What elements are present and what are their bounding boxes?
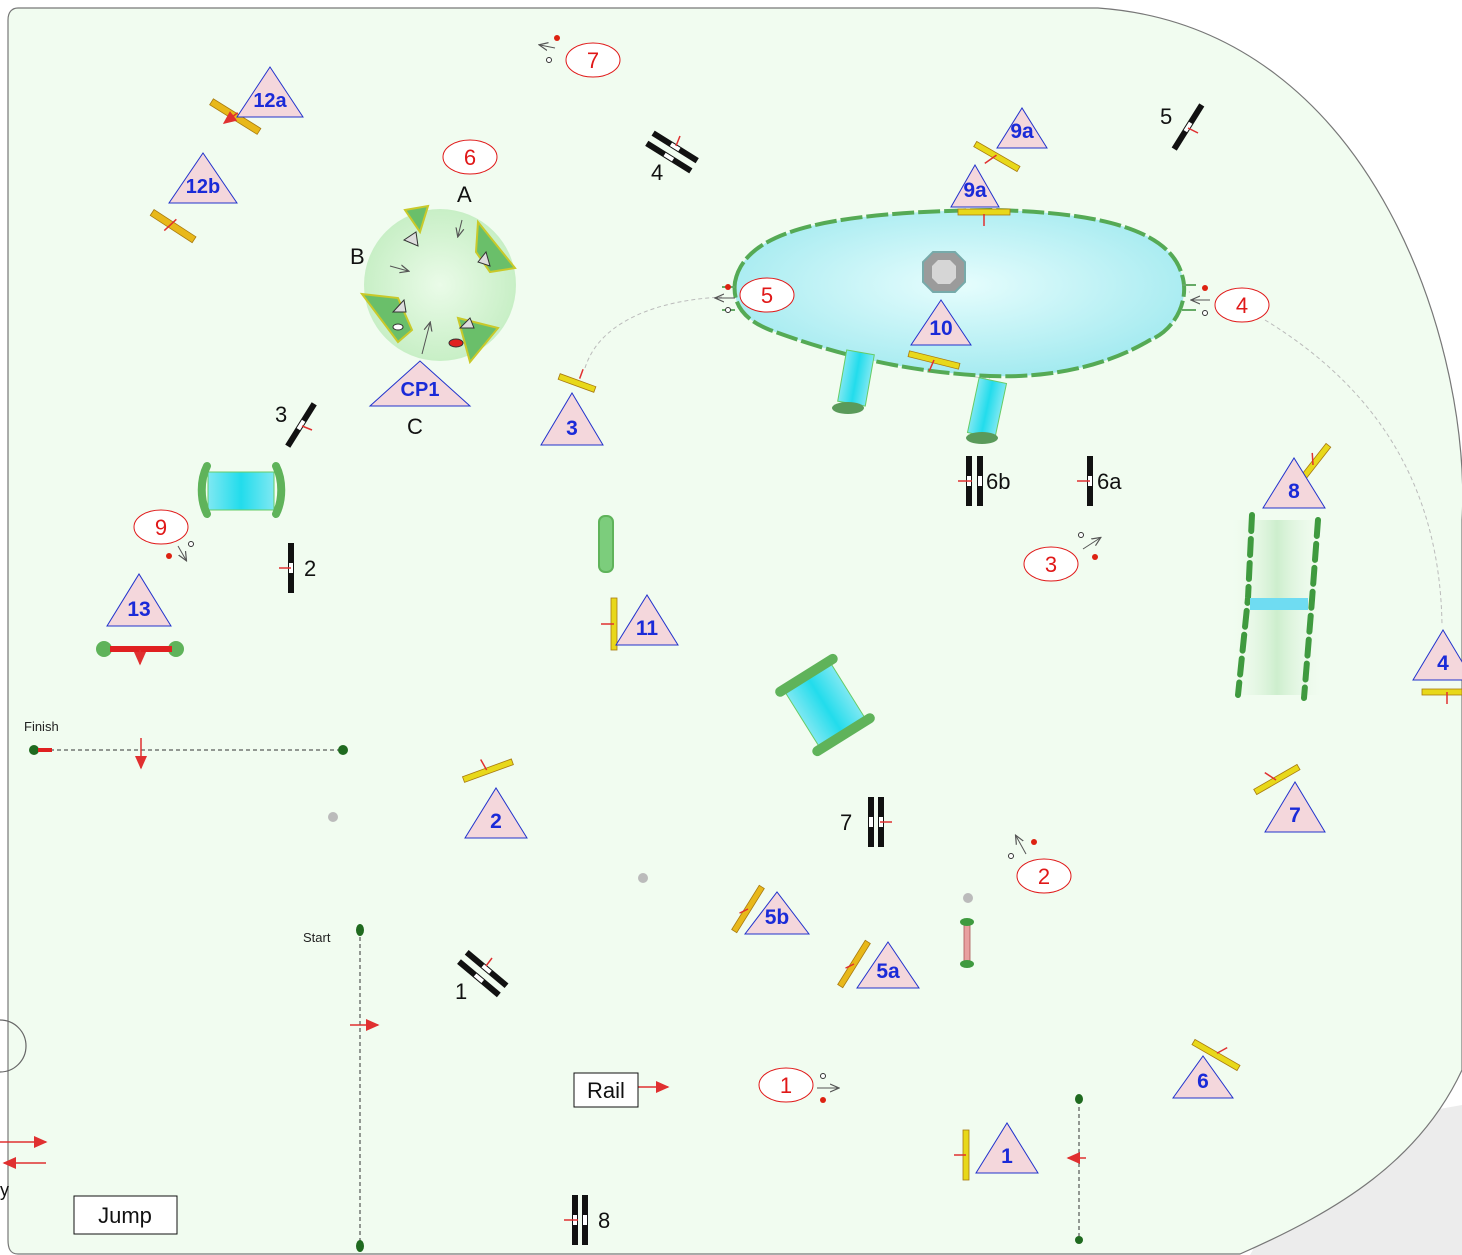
jump-number-1: 1 <box>455 979 467 1004</box>
jump-number-4: 4 <box>651 160 663 185</box>
oval-label: 5 <box>761 283 773 308</box>
jump-label: Jump <box>98 1203 152 1228</box>
jump-number-3: 3 <box>275 402 287 427</box>
water-box <box>775 653 875 757</box>
marker-dot <box>963 893 973 903</box>
jump-number-6a: 6a <box>1097 469 1122 494</box>
oval-label: 7 <box>587 48 599 73</box>
oval-cues <box>166 35 1210 1103</box>
triangle-marker-7: 7 <box>1264 781 1326 833</box>
oval-marker-9: 9 <box>133 509 189 545</box>
triangle-label: 3 <box>566 417 578 440</box>
route-line <box>1264 319 1443 626</box>
edge-arrows <box>0 1136 48 1169</box>
water-ditch <box>832 349 1008 444</box>
triangle-marker-5b: 5b <box>743 891 811 935</box>
hedge-icon <box>598 515 614 573</box>
oval-marker-4: 4 <box>1214 287 1270 323</box>
marker-dot <box>328 812 338 822</box>
gate-line <box>1066 1094 1086 1244</box>
jump-number-2: 2 <box>304 556 316 581</box>
triangle-label: 13 <box>127 598 150 621</box>
route-line <box>584 296 723 369</box>
triangle-marker-9a-top: 9a <box>996 107 1048 149</box>
jump-number-8: 8 <box>598 1208 610 1233</box>
oval-marker-2: 2 <box>1016 858 1072 894</box>
triangle-marker-cp1: CP1 <box>368 360 472 407</box>
triangle-marker-3: 3 <box>540 392 604 446</box>
jump-legend: Jump <box>73 1195 178 1235</box>
oval-marker-6: 6 <box>442 139 498 175</box>
oval-marker-5: 5 <box>739 277 795 313</box>
triangle-label: CP1 <box>401 379 440 401</box>
oval-label: 3 <box>1045 552 1057 577</box>
oval-markers: 7 6 5 4 9 3 2 1 <box>133 42 1270 1103</box>
rail-legend: Rail <box>573 1072 639 1108</box>
jump-number-7: 7 <box>840 810 852 835</box>
triangle-label: 7 <box>1289 804 1301 827</box>
red-rail <box>96 641 184 666</box>
start-line <box>350 924 380 1252</box>
triangle-label: 5a <box>876 960 900 983</box>
striped-jumps <box>279 103 1205 1245</box>
triangle-marker-13: 13 <box>106 573 172 627</box>
triangle-marker-8: 8 <box>1262 457 1326 509</box>
oval-label: 6 <box>464 145 476 170</box>
triangle-marker-12a: 12a <box>236 66 304 118</box>
finish-label: Finish <box>24 719 59 734</box>
triangle-label: 9a <box>963 179 987 202</box>
triangle-label: 8 <box>1288 480 1300 503</box>
triangle-label: 11 <box>636 617 659 640</box>
triangle-marker-5a: 5a <box>856 941 920 989</box>
oval-marker-7: 7 <box>565 42 621 78</box>
cp-letter-c: C <box>407 414 423 439</box>
triangle-marker-1: 1 <box>975 1122 1039 1174</box>
triangle-marker-9a: 9a <box>950 163 1000 208</box>
gate-pole <box>960 918 974 968</box>
bank-obstacle <box>1232 512 1322 701</box>
checkpoint-compound <box>359 204 517 365</box>
triangle-label: 6 <box>1197 1070 1209 1093</box>
oval-marker-3: 3 <box>1023 546 1079 582</box>
rail-label: Rail <box>587 1078 625 1103</box>
water-box <box>197 462 286 518</box>
triangle-marker-2: 2 <box>464 787 528 839</box>
edge-marker-icon <box>0 1019 27 1073</box>
triangle-label: 1 <box>1001 1145 1013 1168</box>
triangle-label: 2 <box>490 810 502 833</box>
oval-label: 9 <box>155 515 167 540</box>
jump-numbers: 5 4 3 2 6b 6a 7 1 8 <box>275 104 1172 1233</box>
marker-dot <box>638 873 648 883</box>
finish-line <box>29 738 348 770</box>
water-pond <box>722 207 1196 379</box>
triangle-marker-6: 6 <box>1172 1055 1234 1099</box>
oval-label: 2 <box>1038 864 1050 889</box>
oval-label: 1 <box>780 1073 792 1098</box>
triangle-marker-12b: 12b <box>168 152 238 204</box>
triangle-label: 12a <box>253 90 287 112</box>
start-label: Start <box>303 930 331 945</box>
cp-letter-a: A <box>457 182 472 207</box>
triangle-marker-4: 4 <box>1412 629 1462 681</box>
triangle-label: 10 <box>929 317 952 340</box>
triangle-label: 5b <box>765 906 790 929</box>
triangle-label: 4 <box>1437 652 1449 675</box>
jump-number-6b: 6b <box>986 469 1010 494</box>
oval-marker-1: 1 <box>758 1067 814 1103</box>
cp-letter-b: B <box>350 244 365 269</box>
triangle-marker-11: 11 <box>615 594 679 646</box>
triangle-label: 12b <box>186 176 220 198</box>
oval-label: 4 <box>1236 293 1248 318</box>
triangle-label: 9a <box>1010 120 1034 143</box>
triangle-marker-10: 10 <box>910 299 972 346</box>
edge-y-label: y <box>0 1180 9 1200</box>
jump-number-5: 5 <box>1160 104 1172 129</box>
